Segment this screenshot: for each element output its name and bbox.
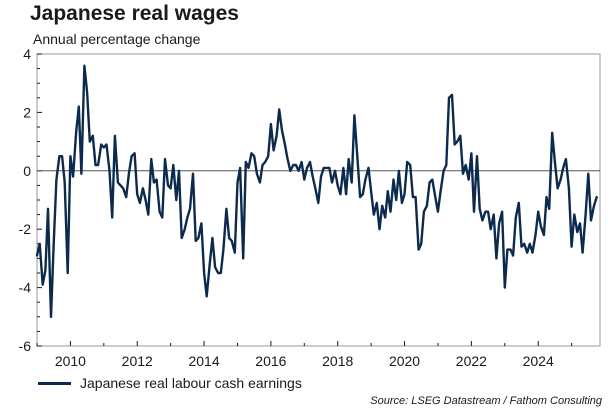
x-tick-label: 2024 (523, 353, 554, 369)
y-tick-label: 0 (23, 163, 31, 179)
y-tick-label: 2 (23, 104, 31, 120)
x-tick-label: 2018 (322, 353, 353, 369)
x-tick-label: 2016 (255, 353, 286, 369)
chart-subtitle: Annual percentage change (33, 31, 201, 47)
x-tick-label: 2010 (55, 353, 86, 369)
chart-title: Japanese real wages (30, 2, 239, 25)
series-line (35, 64, 598, 318)
source-note: Source: LSEG Datastream / Fathom Consult… (370, 395, 602, 407)
y-tick-label: -6 (19, 338, 32, 354)
y-tick-label: -4 (19, 280, 32, 296)
y-tick-label: 4 (23, 46, 31, 62)
x-tick-label: 2014 (188, 353, 219, 369)
legend-label: Japanese real labour cash earnings (80, 375, 302, 391)
x-tick-label: 2022 (456, 353, 487, 369)
y-tick-label: -2 (19, 221, 32, 237)
legend-swatch (38, 381, 71, 385)
legend: Japanese real labour cash earnings (38, 375, 302, 391)
x-tick-label: 2020 (389, 353, 420, 369)
x-tick-label: 2012 (122, 353, 153, 369)
